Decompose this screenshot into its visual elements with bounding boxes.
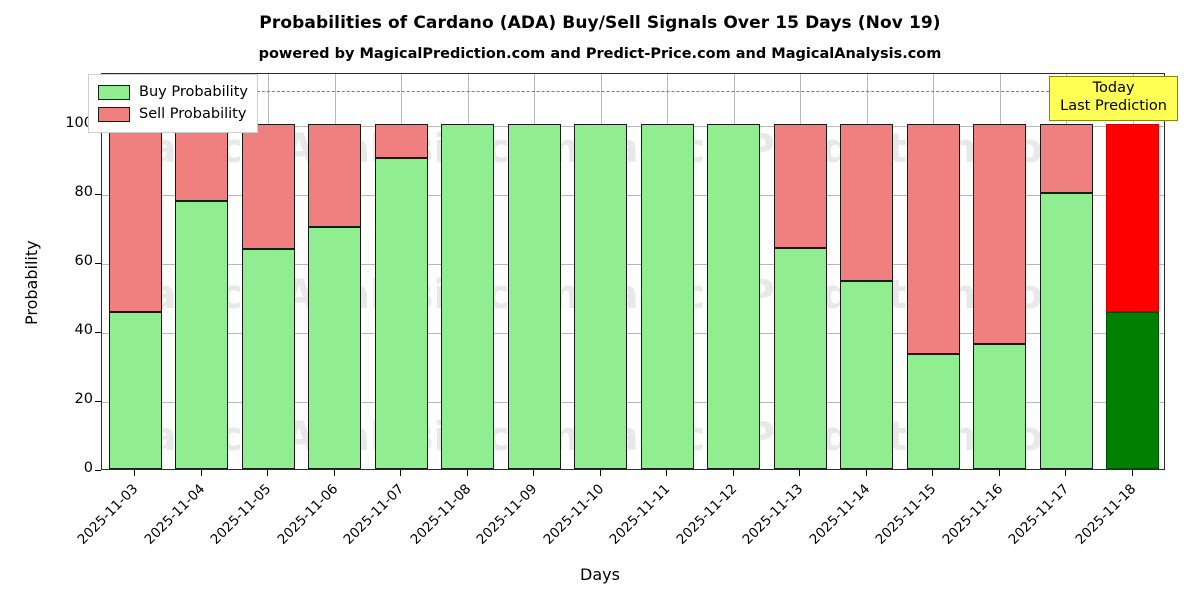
y-axis-tick-label: 0 bbox=[83, 460, 93, 476]
x-axis-tick-mark bbox=[134, 470, 135, 476]
bar-segment-buy[interactable] bbox=[773, 248, 827, 469]
bar-segment-sell[interactable] bbox=[906, 123, 960, 355]
bar-segment-sell[interactable] bbox=[773, 123, 827, 249]
y-axis-tick-label: 60 bbox=[74, 252, 93, 269]
plot-area: MagicalAnalysis.comMagicalPrediction.com… bbox=[101, 73, 1165, 470]
bar-segment-buy[interactable] bbox=[906, 354, 960, 469]
bar-stack[interactable] bbox=[773, 123, 827, 469]
bar-segment-buy[interactable] bbox=[574, 123, 628, 469]
chart-title: Probabilities of Cardano (ADA) Buy/Sell … bbox=[259, 13, 941, 33]
y-axis-tick-mark bbox=[95, 262, 101, 264]
bar-stack[interactable] bbox=[574, 123, 628, 469]
bar-segment-buy[interactable] bbox=[441, 123, 495, 469]
bar-stack[interactable] bbox=[640, 123, 694, 469]
gridline-horizontal bbox=[102, 263, 1164, 265]
bar-segment-buy[interactable] bbox=[707, 123, 761, 469]
chart-subtitle: powered by MagicalPrediction.com and Pre… bbox=[258, 46, 942, 62]
bar-stack[interactable] bbox=[1106, 123, 1160, 469]
bar-stack[interactable] bbox=[1039, 123, 1093, 469]
bar-segment-sell[interactable] bbox=[1039, 123, 1093, 193]
x-axis-tick-mark bbox=[866, 470, 867, 476]
bar-segment-buy[interactable] bbox=[640, 123, 694, 469]
x-axis-tick-mark bbox=[733, 470, 734, 476]
gridline-horizontal bbox=[102, 194, 1164, 196]
bar-stack[interactable] bbox=[308, 123, 362, 469]
x-axis-tick-mark bbox=[334, 470, 335, 476]
bar-segment-buy[interactable] bbox=[308, 227, 362, 469]
x-axis-tick-mark bbox=[400, 470, 401, 476]
bar-segment-buy[interactable] bbox=[507, 123, 561, 469]
gridline-horizontal bbox=[102, 125, 1164, 127]
bar-segment-buy[interactable] bbox=[108, 311, 162, 469]
x-axis-tick-mark bbox=[999, 470, 1000, 476]
bar-segment-buy[interactable] bbox=[241, 249, 295, 469]
today-annotation-line1: Today bbox=[1092, 80, 1135, 96]
bar-segment-buy[interactable] bbox=[1039, 192, 1093, 469]
bar-stack[interactable] bbox=[707, 123, 761, 469]
bar-segment-sell-today[interactable] bbox=[1106, 123, 1160, 312]
bar-stack[interactable] bbox=[441, 123, 495, 469]
y-axis-title: Probability bbox=[22, 240, 41, 325]
y-axis-tick-mark bbox=[95, 400, 101, 402]
bar-stack[interactable] bbox=[175, 123, 229, 469]
legend-item-sell[interactable]: Sell Probability bbox=[98, 103, 248, 125]
gridline-horizontal bbox=[102, 401, 1164, 403]
threshold-dashed-line bbox=[102, 91, 1164, 93]
x-axis-tick-mark bbox=[799, 470, 800, 476]
bar-stack[interactable] bbox=[906, 123, 960, 469]
legend-item-buy[interactable]: Buy Probability bbox=[98, 81, 248, 103]
bar-segment-buy[interactable] bbox=[973, 344, 1027, 469]
bar-stack[interactable] bbox=[108, 123, 162, 469]
legend-swatch-sell-icon bbox=[98, 106, 130, 122]
chart-legend: Buy Probability Sell Probability bbox=[88, 74, 258, 133]
bar-stack[interactable] bbox=[241, 123, 295, 469]
x-axis-tick-mark bbox=[600, 470, 601, 476]
x-axis-tick-mark bbox=[267, 470, 268, 476]
y-axis-tick-label: 100 bbox=[65, 114, 93, 131]
bar-stack[interactable] bbox=[374, 123, 428, 469]
today-annotation-line2: Last Prediction bbox=[1060, 97, 1167, 114]
bar-stack[interactable] bbox=[840, 123, 894, 469]
bar-segment-buy[interactable] bbox=[374, 158, 428, 469]
bar-segment-buy[interactable] bbox=[175, 201, 229, 469]
y-axis-tick-label: 40 bbox=[74, 321, 93, 338]
bar-segment-sell[interactable] bbox=[973, 123, 1027, 345]
y-axis-tick-mark bbox=[95, 331, 101, 333]
bar-segment-buy[interactable] bbox=[840, 280, 894, 469]
x-axis-tick-mark bbox=[533, 470, 534, 476]
x-axis-tick-mark bbox=[201, 470, 202, 476]
bar-segment-sell[interactable] bbox=[241, 123, 295, 250]
x-axis-tick-mark bbox=[467, 470, 468, 476]
bar-stack[interactable] bbox=[973, 123, 1027, 469]
legend-label-buy: Buy Probability bbox=[139, 84, 248, 100]
gridline-horizontal bbox=[102, 332, 1164, 334]
y-axis-tick-mark bbox=[95, 470, 101, 471]
bar-segment-sell[interactable] bbox=[175, 123, 229, 202]
y-axis-tick-label: 80 bbox=[74, 183, 93, 200]
x-axis-title: Days bbox=[580, 565, 620, 584]
y-axis-tick-label: 20 bbox=[74, 390, 93, 407]
legend-label-sell: Sell Probability bbox=[139, 106, 247, 122]
bar-segment-sell[interactable] bbox=[840, 123, 894, 281]
bar-stack[interactable] bbox=[507, 123, 561, 469]
bar-segment-sell[interactable] bbox=[374, 123, 428, 159]
x-axis-tick-mark bbox=[1132, 470, 1133, 476]
x-axis-tick-mark bbox=[1065, 470, 1066, 476]
bar-segment-sell[interactable] bbox=[108, 123, 162, 312]
today-annotation: Today Last Prediction bbox=[1049, 76, 1178, 122]
x-axis-tick-mark bbox=[666, 470, 667, 476]
legend-swatch-buy-icon bbox=[98, 84, 130, 100]
bar-segment-buy-today[interactable] bbox=[1106, 311, 1160, 469]
bar-segment-sell[interactable] bbox=[308, 123, 362, 228]
y-axis-tick-mark bbox=[95, 193, 101, 195]
x-axis-tick-mark bbox=[932, 470, 933, 476]
